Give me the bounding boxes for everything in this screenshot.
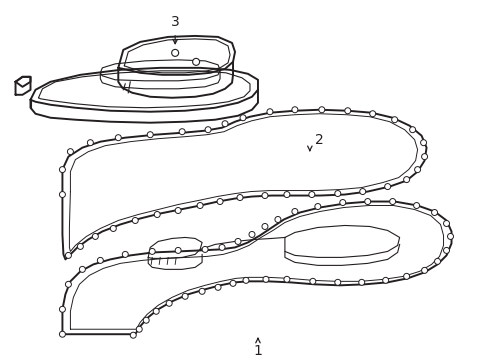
Circle shape: [217, 198, 223, 204]
Circle shape: [222, 121, 227, 127]
Circle shape: [266, 109, 272, 115]
Circle shape: [171, 49, 178, 57]
Circle shape: [389, 198, 395, 204]
Circle shape: [284, 276, 289, 282]
Circle shape: [403, 273, 409, 279]
Text: 1: 1: [253, 344, 262, 358]
Text: 3: 3: [170, 15, 179, 29]
Circle shape: [166, 300, 172, 306]
Circle shape: [199, 288, 204, 294]
Circle shape: [130, 332, 136, 338]
Circle shape: [414, 167, 420, 172]
Circle shape: [202, 247, 208, 252]
Circle shape: [197, 203, 203, 208]
Circle shape: [175, 207, 181, 213]
Circle shape: [309, 278, 315, 284]
Circle shape: [60, 331, 65, 337]
Circle shape: [143, 317, 149, 323]
Circle shape: [421, 267, 427, 273]
Circle shape: [115, 135, 121, 141]
Circle shape: [60, 167, 65, 172]
Circle shape: [235, 238, 241, 244]
Circle shape: [65, 252, 71, 258]
Circle shape: [358, 279, 364, 285]
Circle shape: [443, 247, 448, 253]
Circle shape: [364, 198, 370, 204]
Circle shape: [65, 282, 71, 287]
Circle shape: [447, 233, 452, 239]
Circle shape: [344, 108, 350, 114]
Circle shape: [215, 284, 221, 290]
Circle shape: [248, 231, 254, 238]
Circle shape: [153, 308, 159, 314]
Circle shape: [262, 193, 267, 198]
Circle shape: [147, 132, 153, 138]
Circle shape: [132, 217, 138, 224]
Circle shape: [175, 247, 181, 253]
Circle shape: [443, 220, 448, 226]
Circle shape: [308, 192, 314, 198]
Circle shape: [182, 293, 188, 299]
Circle shape: [318, 107, 324, 113]
Circle shape: [240, 115, 245, 121]
Circle shape: [263, 276, 268, 282]
Circle shape: [237, 194, 243, 201]
Circle shape: [122, 251, 128, 257]
Circle shape: [229, 280, 236, 286]
Circle shape: [274, 216, 280, 222]
Circle shape: [339, 199, 345, 206]
Circle shape: [291, 107, 297, 113]
Circle shape: [291, 208, 297, 215]
Circle shape: [262, 224, 267, 229]
Circle shape: [359, 189, 365, 194]
Circle shape: [243, 277, 248, 283]
Circle shape: [369, 111, 375, 117]
Circle shape: [403, 177, 409, 183]
Circle shape: [136, 326, 142, 332]
Circle shape: [204, 127, 211, 133]
Circle shape: [421, 154, 427, 159]
Circle shape: [79, 266, 85, 273]
Circle shape: [284, 192, 289, 198]
Circle shape: [179, 129, 185, 135]
Circle shape: [87, 140, 93, 146]
Circle shape: [382, 277, 388, 283]
Circle shape: [149, 248, 155, 255]
Circle shape: [391, 117, 397, 123]
Circle shape: [413, 203, 419, 208]
Circle shape: [60, 306, 65, 312]
Circle shape: [314, 203, 320, 210]
Circle shape: [434, 258, 440, 264]
Circle shape: [60, 192, 65, 198]
Circle shape: [67, 149, 73, 155]
Circle shape: [154, 212, 160, 217]
Circle shape: [334, 279, 340, 285]
Circle shape: [77, 243, 83, 249]
Circle shape: [334, 190, 340, 197]
Circle shape: [409, 127, 415, 133]
Circle shape: [431, 210, 437, 216]
Circle shape: [110, 225, 116, 231]
Circle shape: [219, 244, 224, 251]
Circle shape: [97, 257, 103, 264]
Circle shape: [192, 58, 199, 66]
Circle shape: [92, 233, 98, 239]
Circle shape: [384, 184, 390, 190]
Text: 2: 2: [315, 133, 324, 147]
Circle shape: [420, 140, 426, 146]
